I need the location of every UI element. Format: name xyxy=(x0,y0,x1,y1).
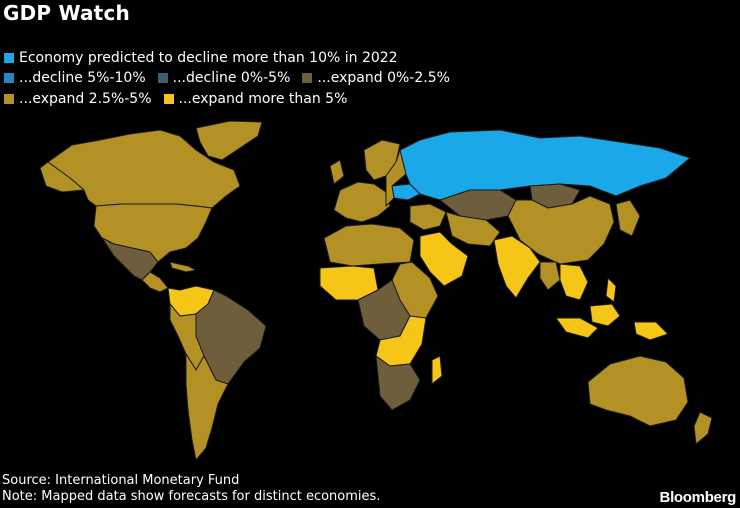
world-map xyxy=(39,120,713,461)
legend-row-3: ...expand 2.5%-5% ...expand more than 5% xyxy=(4,89,359,109)
legend-label-decline-0-5: ...decline 0%-5% xyxy=(172,70,291,86)
chart-title: GDP Watch xyxy=(3,1,130,25)
region-uk xyxy=(329,159,345,185)
region-new-guinea xyxy=(633,321,669,341)
region-eastern-europe xyxy=(385,149,407,207)
region-bangladesh-myanmar xyxy=(539,261,561,291)
legend-swatch-decline-5-10 xyxy=(4,73,14,83)
legend-swatch-decline-over-10 xyxy=(4,53,14,63)
legend-row-2: ...decline 5%-10% ...decline 0%-5% ...ex… xyxy=(4,68,462,88)
region-china xyxy=(507,195,615,265)
region-canada xyxy=(47,129,241,209)
legend-swatch-expand-over-5 xyxy=(163,94,174,104)
footer-note: Note: Mapped data show forecasts for dis… xyxy=(2,489,381,504)
region-australia xyxy=(587,355,689,427)
legend-swatch-expand-2-5-5 xyxy=(4,94,14,104)
region-borneo-sulawesi xyxy=(589,303,621,327)
legend-label-expand-2-5-5: ...expand 2.5%-5% xyxy=(19,91,152,107)
region-korea-japan xyxy=(615,199,641,237)
legend-item-decline-0-5: ...decline 0%-5% xyxy=(157,70,291,86)
legend-item-expand-0-2-5: ...expand 0%-2.5% xyxy=(302,70,450,86)
region-alaska xyxy=(39,161,85,193)
region-north-africa xyxy=(323,223,415,267)
region-caribbean xyxy=(169,261,197,273)
legend-label-expand-over-5: ...expand more than 5% xyxy=(178,91,348,107)
region-argentina-chile xyxy=(185,353,229,461)
legend-label-decline-over-10: Economy predicted to decline more than 1… xyxy=(19,50,398,66)
legend-item-expand-over-5: ...expand more than 5% xyxy=(163,91,348,107)
region-india xyxy=(493,235,541,299)
legend-item-expand-2-5-5: ...expand 2.5%-5% xyxy=(4,91,152,107)
legend-label-expand-0-2-5: ...expand 0%-2.5% xyxy=(317,70,450,86)
legend-item-decline-over-10: Economy predicted to decline more than 1… xyxy=(4,50,398,66)
footer-source: Source: International Monetary Fund xyxy=(2,473,240,488)
region-new-zealand xyxy=(693,411,713,445)
region-madagascar xyxy=(431,355,443,385)
legend-item-decline-5-10: ...decline 5%-10% xyxy=(4,70,146,86)
region-western-europe xyxy=(333,181,391,223)
legend-swatch-expand-0-2-5 xyxy=(302,73,313,83)
region-greenland xyxy=(195,120,263,161)
region-southern-africa xyxy=(375,355,421,411)
legend-row-1: Economy predicted to decline more than 1… xyxy=(4,48,410,68)
region-iran-afghanistan xyxy=(445,211,501,247)
legend-swatch-decline-0-5 xyxy=(157,73,168,83)
region-indochina xyxy=(559,263,589,301)
region-turkey-middle-east xyxy=(409,203,447,231)
bloomberg-logo: Bloomberg xyxy=(659,489,737,506)
region-indonesia-west xyxy=(555,317,599,339)
region-philippines xyxy=(605,277,617,303)
region-russia xyxy=(399,129,691,201)
region-saudi-arabia xyxy=(419,231,469,287)
legend-label-decline-5-10: ...decline 5%-10% xyxy=(19,70,146,86)
